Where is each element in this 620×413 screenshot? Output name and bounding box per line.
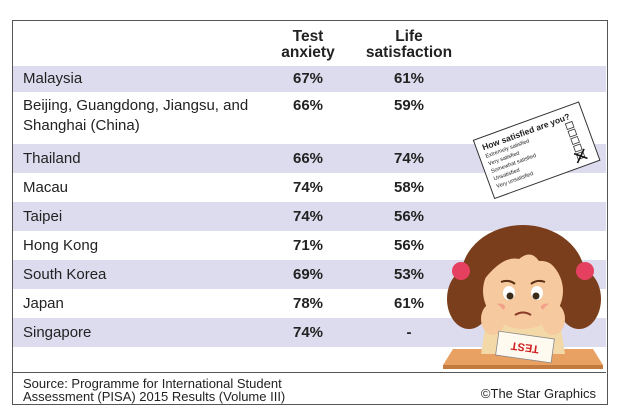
country-cell: Japan xyxy=(23,295,64,312)
table-row: Beijing, Guangdong, Jiangsu, and Shanghai… xyxy=(13,92,606,144)
test-anxiety-cell: 67% xyxy=(292,70,324,87)
test-anxiety-cell: 78% xyxy=(292,295,324,312)
country-cell: Beijing, Guangdong, Jiangsu, and Shanghai… xyxy=(23,97,249,134)
table-row: Japan 78% 61% xyxy=(13,289,606,318)
table-row: Hong Kong 71% 56% xyxy=(13,231,606,260)
life-satisfaction-cell: 59% xyxy=(393,97,425,114)
life-satisfaction-cell: 56% xyxy=(393,237,425,254)
table-row: Macau 74% 58% xyxy=(13,173,606,202)
life-satisfaction-cell: 61% xyxy=(393,295,425,312)
header-life-satisfaction: Life satisfaction xyxy=(365,28,453,61)
life-satisfaction-cell: 58% xyxy=(393,179,425,196)
survey-card-illustration: How satisfied are you? Extremely satisfi… xyxy=(472,101,601,200)
country-cell: Taipei xyxy=(23,208,63,225)
test-anxiety-cell: 66% xyxy=(292,97,324,114)
test-anxiety-cell: 71% xyxy=(292,237,324,254)
test-anxiety-cell: 69% xyxy=(292,266,324,283)
test-paper-label: TEST xyxy=(510,339,540,355)
check-x-icon xyxy=(573,148,588,164)
table-row: Taipei 74% 56% xyxy=(13,202,606,231)
country-cell: Malaysia xyxy=(23,70,83,87)
country-cell: Macau xyxy=(23,179,69,196)
pisa-table-graphic: Test anxiety Life satisfaction Malaysia 6… xyxy=(12,20,608,405)
life-satisfaction-cell: 56% xyxy=(393,208,425,225)
header-test-anxiety: Test anxiety xyxy=(281,28,335,61)
table-row: Malaysia 67% 61% xyxy=(13,66,606,92)
test-anxiety-cell: 74% xyxy=(292,208,324,225)
test-anxiety-cell: 74% xyxy=(292,179,324,196)
life-satisfaction-cell: 74% xyxy=(393,150,425,167)
life-satisfaction-cell: 61% xyxy=(393,70,425,87)
country-cell: Singapore xyxy=(23,324,92,341)
footer: Source: Programme for International Stud… xyxy=(13,372,606,405)
country-cell: Thailand xyxy=(23,150,81,167)
test-anxiety-cell: 66% xyxy=(292,150,324,167)
country-cell: Hong Kong xyxy=(23,237,99,254)
life-satisfaction-cell: 53% xyxy=(393,266,425,283)
girl-studying-illustration: TEST xyxy=(443,225,603,369)
country-cell: South Korea xyxy=(23,266,107,283)
source-note: Source: Programme for International Stud… xyxy=(23,376,286,404)
life-satisfaction-cell: - xyxy=(406,324,412,341)
credit: ©The Star Graphics xyxy=(480,386,596,401)
test-anxiety-cell: 74% xyxy=(292,324,324,341)
